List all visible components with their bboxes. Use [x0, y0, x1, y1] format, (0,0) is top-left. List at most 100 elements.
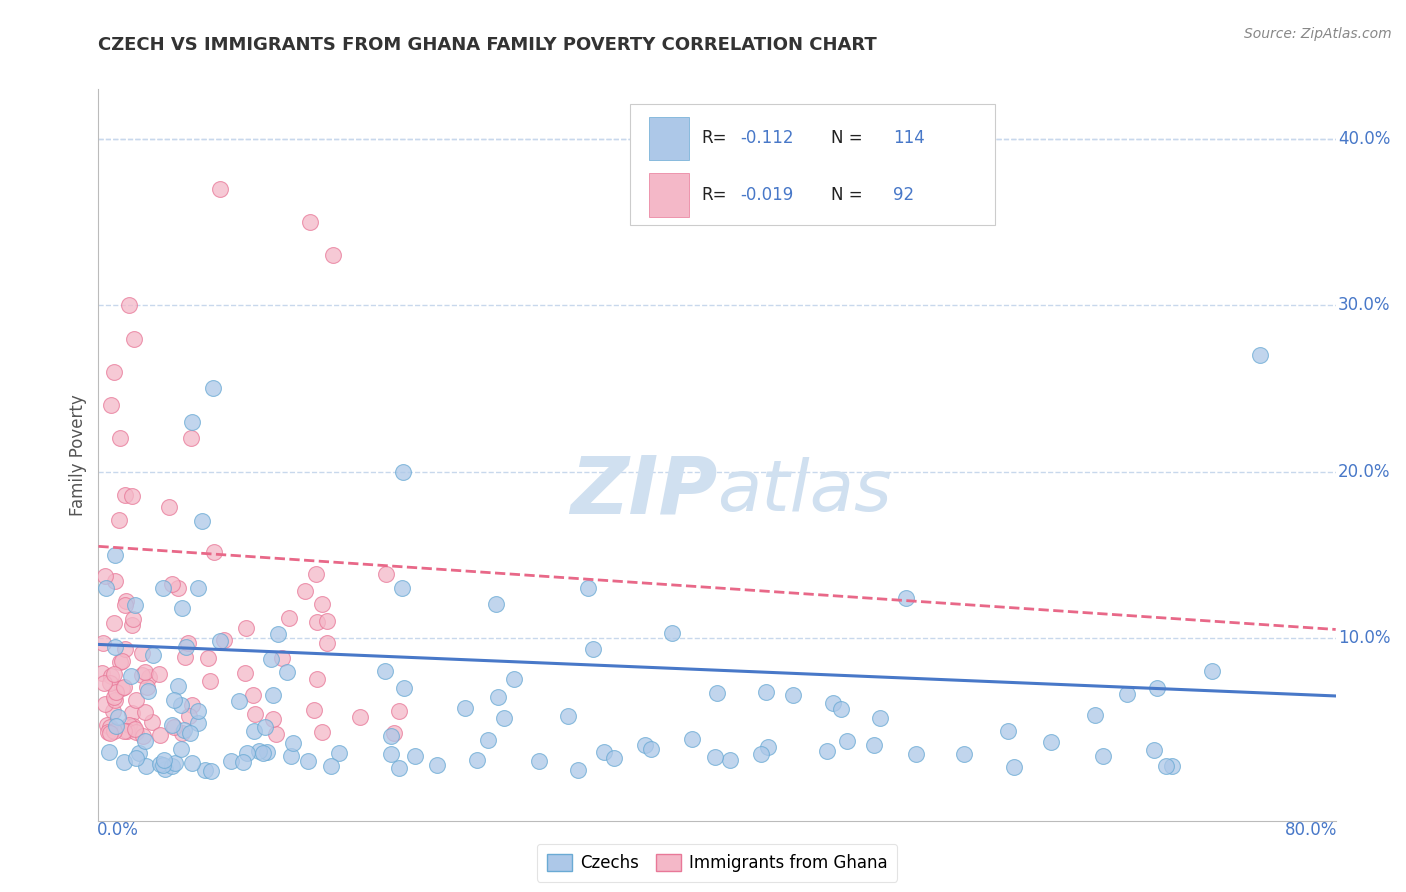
Point — [148, 666, 170, 681]
Point — [122, 612, 145, 626]
Point — [179, 709, 201, 723]
Point — [1091, 749, 1114, 764]
Point — [132, 729, 155, 743]
Point — [180, 756, 202, 770]
Point — [114, 488, 136, 502]
Point — [426, 757, 449, 772]
Point — [152, 753, 174, 767]
Point — [163, 720, 186, 734]
Point — [103, 365, 125, 379]
Point — [100, 669, 122, 683]
Point — [125, 750, 148, 764]
Point — [243, 706, 266, 721]
Text: ZIP: ZIP — [569, 452, 717, 531]
Point — [104, 693, 127, 707]
Point — [271, 651, 294, 665]
Point — [91, 666, 114, 681]
Point — [837, 734, 859, 748]
Point — [465, 753, 488, 767]
Point — [173, 723, 195, 737]
Point — [1146, 681, 1168, 695]
Point — [252, 746, 274, 760]
Text: 30.0%: 30.0% — [1339, 296, 1391, 314]
Point — [193, 763, 215, 777]
Point — [200, 764, 222, 778]
Point — [149, 756, 172, 771]
Point — [181, 415, 204, 429]
Point — [755, 684, 778, 698]
Point — [187, 704, 209, 718]
Point — [1249, 348, 1271, 362]
Point — [94, 569, 117, 583]
Point — [187, 581, 209, 595]
Point — [557, 708, 579, 723]
Point — [502, 673, 524, 687]
Point — [104, 685, 127, 699]
Point — [121, 706, 143, 720]
Text: 92: 92 — [893, 186, 914, 204]
Y-axis label: Family Poverty: Family Poverty — [69, 394, 87, 516]
Point — [94, 698, 117, 712]
Text: R=: R= — [702, 129, 727, 147]
Point — [278, 611, 301, 625]
Point — [581, 642, 603, 657]
Point — [280, 748, 302, 763]
Point — [830, 702, 852, 716]
Point — [141, 714, 163, 729]
Point — [305, 566, 328, 581]
Point — [101, 705, 124, 719]
Point — [170, 726, 193, 740]
Point — [212, 633, 235, 648]
Point — [294, 584, 316, 599]
Point — [121, 489, 143, 503]
Point — [112, 755, 135, 769]
Point — [486, 690, 509, 705]
Text: atlas: atlas — [717, 457, 891, 526]
Point — [1201, 665, 1223, 679]
Point — [191, 515, 214, 529]
Point — [997, 723, 1019, 738]
Point — [131, 667, 153, 681]
Point — [576, 581, 599, 595]
Point — [197, 650, 219, 665]
Point — [152, 758, 174, 772]
Point — [863, 738, 886, 752]
Point — [661, 625, 683, 640]
Text: R=: R= — [702, 186, 727, 204]
Point — [751, 747, 773, 762]
Point — [131, 646, 153, 660]
Point — [242, 688, 264, 702]
FancyBboxPatch shape — [630, 103, 995, 225]
Point — [718, 753, 741, 767]
Point — [1154, 759, 1177, 773]
Point — [124, 725, 146, 739]
Point — [111, 681, 134, 695]
Point — [311, 598, 333, 612]
Point — [388, 704, 411, 718]
Point — [953, 747, 976, 761]
Point — [103, 724, 125, 739]
Point — [232, 755, 254, 769]
Point — [392, 465, 415, 479]
Point — [114, 642, 136, 657]
Point — [112, 681, 135, 695]
Point — [817, 744, 839, 758]
Point — [209, 182, 232, 196]
Point — [380, 729, 402, 743]
Text: 40.0%: 40.0% — [1339, 130, 1391, 148]
Point — [1143, 743, 1166, 757]
Point — [388, 761, 411, 775]
Point — [112, 724, 135, 739]
Text: N =: N = — [831, 186, 862, 204]
Point — [453, 701, 475, 715]
Text: 20.0%: 20.0% — [1339, 463, 1391, 481]
Text: Source: ZipAtlas.com: Source: ZipAtlas.com — [1244, 27, 1392, 41]
Point — [103, 615, 125, 630]
Point — [380, 747, 402, 761]
Point — [1040, 735, 1063, 749]
Point — [567, 763, 589, 777]
Point — [155, 762, 177, 776]
Point — [283, 736, 305, 750]
Point — [375, 566, 398, 581]
Point — [111, 654, 134, 668]
